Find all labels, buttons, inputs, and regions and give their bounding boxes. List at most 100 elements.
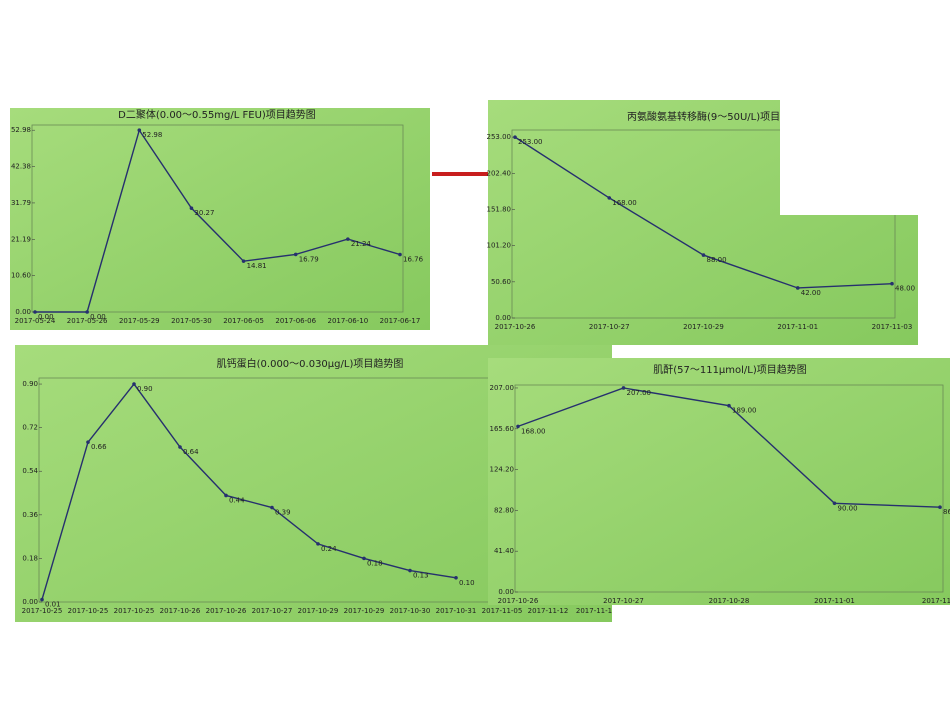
- data-line: [35, 128, 401, 313]
- chart-title: 丙氨酸氨基转移酶(9～50U/L)项目: [627, 110, 780, 123]
- data-point: [85, 310, 89, 314]
- y-tick-label: 0.00: [498, 588, 514, 596]
- y-tick-label: 0.36: [22, 511, 38, 519]
- value-label: 42.00: [801, 289, 821, 297]
- x-tick-label: 2017-06-06: [275, 317, 316, 325]
- chart-title: 肌钙蛋白(0.000～0.030μg/L)项目趋势图: [217, 357, 404, 370]
- data-point: [701, 253, 706, 257]
- data-point: [516, 424, 520, 429]
- data-point: [86, 440, 90, 444]
- x-tick-label: 2017-10-27: [589, 323, 630, 331]
- y-tick-label: 0.90: [22, 380, 38, 388]
- x-tick-label: 2017-10-29: [298, 607, 339, 615]
- data-point: [137, 128, 142, 133]
- value-label: 189.00: [732, 407, 757, 415]
- y-tick-label: 202.40: [487, 169, 512, 177]
- x-tick-label: 2017-10-29: [683, 323, 724, 331]
- value-label: 0.24: [321, 545, 337, 553]
- data-point: [795, 286, 800, 290]
- x-tick-label: 2017-11-01: [814, 597, 855, 605]
- y-tick-label: 31.79: [11, 199, 31, 207]
- data-point: [621, 386, 626, 390]
- y-tick-label: 52.98: [11, 126, 31, 134]
- x-tick-label: 2017-10-27: [603, 597, 644, 605]
- x-tick-label: 2017-11-12: [528, 607, 569, 615]
- y-tick-label: 0.00: [495, 314, 511, 322]
- data-point: [607, 196, 612, 200]
- data-point: [178, 445, 182, 449]
- value-label: 14.81: [247, 262, 267, 270]
- data-point: [241, 259, 246, 263]
- data-point: [938, 505, 942, 510]
- x-tick-label: 2017-10-31: [436, 607, 477, 615]
- y-tick-label: 207.00: [490, 384, 515, 392]
- x-tick-label: 2017-10-30: [390, 607, 431, 615]
- data-point: [189, 206, 194, 210]
- x-tick-label: 2017-10-25: [114, 607, 155, 615]
- y-tick-label: 10.60: [11, 272, 31, 280]
- data-point: [398, 252, 402, 257]
- y-tick-label: 0.00: [22, 598, 38, 606]
- data-point: [316, 542, 320, 546]
- x-tick-label: 2017-10-25: [22, 607, 63, 615]
- value-label: 0.01: [45, 601, 61, 609]
- x-tick-label: 2017-10-26: [160, 607, 201, 615]
- x-tick-label: 2017-10-26: [498, 597, 539, 605]
- value-label: 21.24: [351, 240, 372, 248]
- y-tick-label: 0.72: [22, 424, 38, 432]
- y-tick-label: 0.18: [22, 554, 38, 562]
- x-tick-label: 2017-06-05: [223, 317, 264, 325]
- value-label: 16.76: [403, 255, 424, 263]
- data-point: [362, 556, 366, 561]
- value-label: 0.90: [137, 385, 153, 393]
- data-point: [346, 237, 350, 241]
- x-tick-label: 2017-11-1: [576, 607, 612, 615]
- chart-panel: D二聚体(0.00～0.55mg/L FEU)项目趋势图 0.00 10.60 21.…: [10, 108, 430, 330]
- y-tick-label: 21.19: [11, 235, 31, 243]
- plot-frame: [511, 129, 896, 319]
- value-label: 30.27: [194, 209, 214, 217]
- value-label: 168.00: [612, 199, 637, 207]
- x-tick-label: 2017-10-25: [68, 607, 109, 615]
- x-tick-label: 2017-11-05: [482, 607, 523, 615]
- value-label: 16.79: [299, 255, 319, 263]
- x-tick-label: 2017-11-01: [777, 323, 818, 331]
- y-tick-label: 253.00: [487, 133, 512, 141]
- value-label: 0.18: [367, 559, 383, 567]
- x-tick-label: 2017-06-10: [328, 317, 369, 325]
- data-point: [40, 597, 44, 602]
- data-point: [454, 575, 458, 580]
- x-tick-label: 2017-11-0: [922, 597, 950, 605]
- y-tick-label: 50.60: [491, 278, 511, 286]
- value-label: 207.00: [627, 389, 652, 397]
- value-label: 0.64: [183, 448, 199, 456]
- x-tick-label: 2017-05-30: [171, 317, 212, 325]
- x-tick-label: 2017-05-24: [15, 317, 56, 325]
- value-label: 0.44: [229, 496, 245, 504]
- value-label: 86.00: [943, 508, 950, 516]
- value-label: 52.98: [142, 131, 162, 139]
- chart-panel: 肌酐(57～111μmol/L)项目趋势图 0.00 41.40 82.80 124.2…: [488, 358, 950, 605]
- data-point: [293, 252, 298, 257]
- value-label: 168.00: [521, 427, 546, 435]
- y-tick-label: 165.60: [490, 425, 515, 433]
- y-tick-label: 101.20: [487, 242, 512, 250]
- value-label: 0.13: [413, 572, 429, 580]
- value-label: 253.00: [518, 138, 543, 146]
- y-tick-label: 151.80: [487, 205, 512, 213]
- data-point: [224, 493, 228, 498]
- data-point: [132, 382, 136, 386]
- data-line: [41, 382, 457, 600]
- x-tick-label: 2017-05-26: [67, 317, 108, 325]
- x-tick-label: 2017-05-29: [119, 317, 160, 325]
- panel-background: [488, 358, 950, 605]
- data-point: [832, 501, 837, 506]
- value-label: 88.00: [707, 256, 727, 264]
- y-tick-label: 124.20: [490, 466, 515, 474]
- value-label: 0.00: [90, 313, 106, 321]
- y-tick-label: 42.38: [11, 163, 31, 171]
- x-tick-label: 2017-10-29: [344, 607, 385, 615]
- panel-background: [10, 108, 430, 330]
- value-label: 0.10: [459, 579, 475, 587]
